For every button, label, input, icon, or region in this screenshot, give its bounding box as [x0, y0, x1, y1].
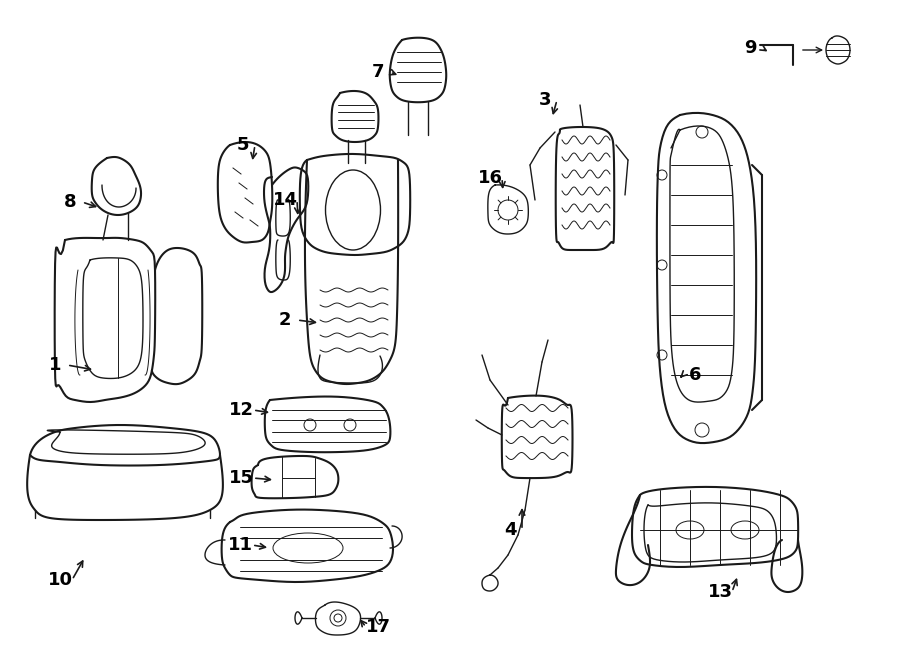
Text: 13: 13: [707, 583, 733, 601]
Text: 12: 12: [229, 401, 254, 419]
Text: 7: 7: [372, 63, 384, 81]
Text: 1: 1: [49, 356, 61, 374]
Text: 5: 5: [237, 136, 249, 154]
Text: 16: 16: [478, 169, 502, 187]
Text: 15: 15: [229, 469, 254, 487]
Text: 3: 3: [539, 91, 551, 109]
Text: 17: 17: [365, 618, 391, 636]
Text: 4: 4: [504, 521, 517, 539]
Text: 14: 14: [273, 191, 298, 209]
Text: 6: 6: [688, 366, 701, 384]
Text: 9: 9: [743, 39, 756, 57]
Text: 10: 10: [48, 571, 73, 589]
Text: 8: 8: [64, 193, 76, 211]
Text: 2: 2: [279, 311, 292, 329]
Text: 11: 11: [228, 536, 253, 554]
